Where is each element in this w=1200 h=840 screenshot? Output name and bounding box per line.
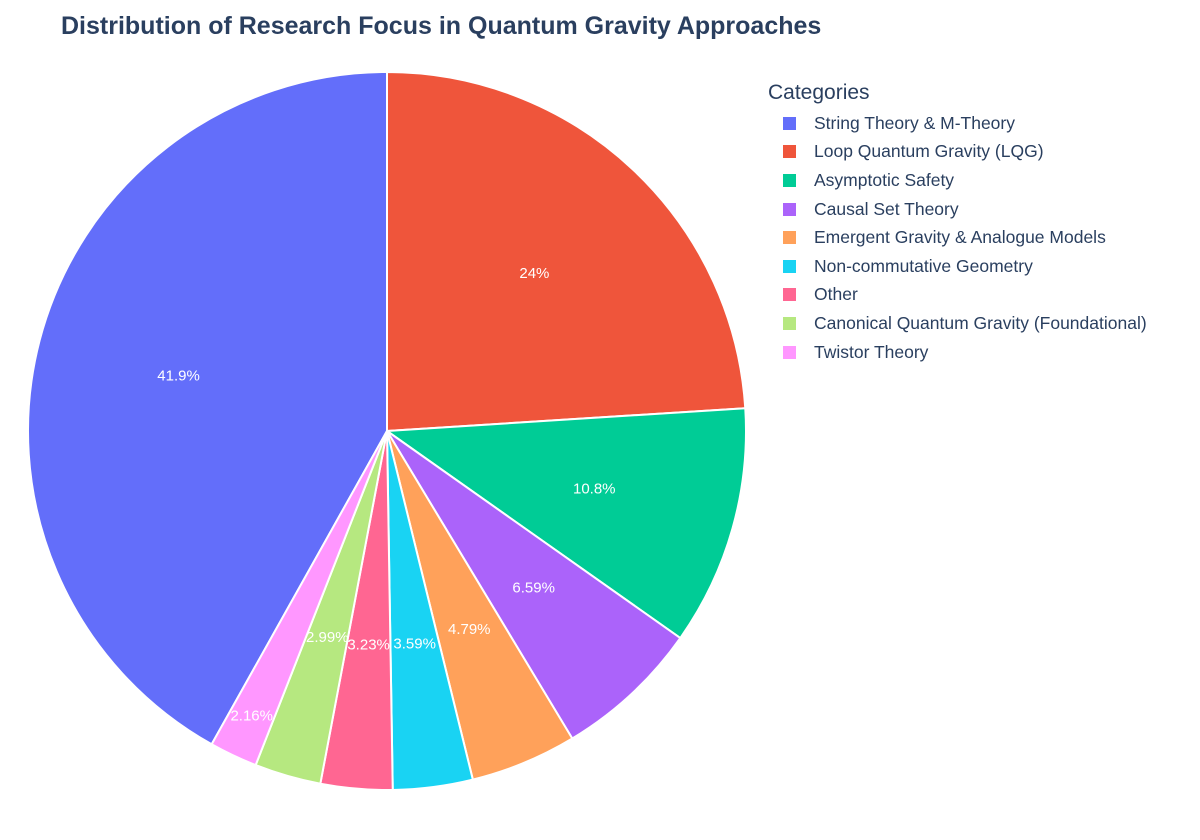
legend-item-non-commutative-geometry[interactable]: Non-commutative Geometry <box>768 252 1147 281</box>
legend-swatch <box>783 202 796 216</box>
legend-swatch <box>783 259 796 273</box>
pie-slice-causal-set-theory[interactable] <box>386 430 682 740</box>
pie-labels: 41.9% 24% 10.8% 6.59% 4.79% 3.59%3.23%2.99% 2.… <box>157 265 615 725</box>
pie-label-causal-set-theory: 6.59% <box>512 580 555 597</box>
legend-label: Non-commutative Geometry <box>814 255 1033 276</box>
legend-item-causal-set-theory[interactable]: Causal Set Theory <box>768 195 1147 224</box>
legend-items: String Theory & M-Theory Loop Quantum Gra… <box>768 109 1147 366</box>
pie-label-other: 3.23% <box>347 637 390 654</box>
legend-swatch <box>783 145 796 159</box>
legend-label: String Theory & M-Theory <box>814 112 1015 133</box>
legend-swatch <box>783 345 796 359</box>
legend-item-emergent-gravity-and-analogue-models[interactable]: Emergent Gravity & Analogue Models <box>768 223 1147 252</box>
legend-label: Emergent Gravity & Analogue Models <box>814 227 1106 248</box>
pie-label-twistor-theory: 2.16% <box>230 707 273 724</box>
legend-swatch <box>783 288 796 302</box>
pie-label-non-commutative-geometry: 3.59% <box>393 636 436 653</box>
legend-item-string-theory-and-m-theory[interactable]: String Theory & M-Theory <box>768 109 1147 138</box>
legend-swatch <box>783 173 796 187</box>
pie-slices <box>27 71 747 791</box>
legend-item-other[interactable]: Other <box>768 281 1147 310</box>
pie-slice-loop-quantum-gravity-lqg[interactable] <box>386 71 747 432</box>
legend-label: Asymptotic Safety <box>814 169 955 190</box>
legend-item-asymptotic-safety[interactable]: Asymptotic Safety <box>768 166 1147 195</box>
pie-label-string-theory-and-m-theory: 41.9% <box>157 368 200 385</box>
pie-slice-twistor-theory[interactable] <box>210 430 388 767</box>
chart-title: Distribution of Research Focus in Quantu… <box>61 12 822 40</box>
legend-label: Twistor Theory <box>814 341 929 362</box>
legend-title: Categories <box>768 81 870 104</box>
pie-label-canonical-quantum-gravity-foundational: 2.99% <box>306 629 349 646</box>
pie-label-asymptotic-safety: 10.8% <box>573 481 616 498</box>
legend: Categories String Theory & M-Theory Loop … <box>768 81 1147 366</box>
legend-label: Causal Set Theory <box>814 198 959 219</box>
pie-label-loop-quantum-gravity-lqg: 24% <box>519 265 549 282</box>
pie-slice-string-theory-and-m-theory[interactable] <box>27 71 388 746</box>
legend-item-twistor-theory[interactable]: Twistor Theory <box>768 338 1147 367</box>
legend-swatch <box>783 316 796 330</box>
legend-item-canonical-quantum-gravity-foundational[interactable]: Canonical Quantum Gravity (Foundational) <box>768 309 1147 338</box>
pie-slice-asymptotic-safety[interactable] <box>386 407 747 640</box>
legend-swatch <box>783 231 796 245</box>
legend-label: Canonical Quantum Gravity (Foundational) <box>814 312 1147 333</box>
legend-label: Other <box>814 284 858 305</box>
legend-swatch <box>783 116 796 130</box>
pie-label-emergent-gravity-and-analogue-models: 4.79% <box>448 621 491 638</box>
legend-label: Loop Quantum Gravity (LQG) <box>814 141 1044 162</box>
legend-item-loop-quantum-gravity-lqg[interactable]: Loop Quantum Gravity (LQG) <box>768 138 1147 167</box>
